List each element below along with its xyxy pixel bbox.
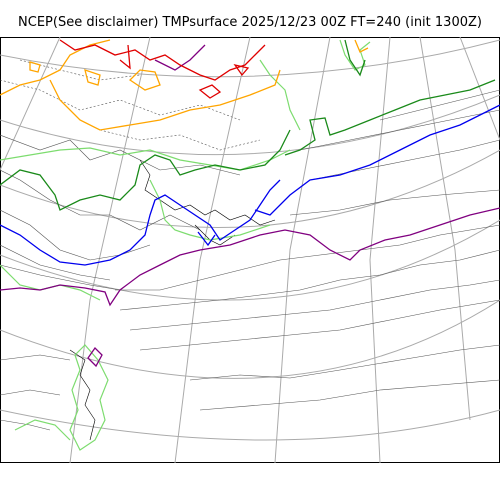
contour — [59, 39, 266, 81]
contour — [0, 147, 291, 171]
orange-contours — [0, 39, 369, 131]
contour — [99, 129, 261, 151]
contour — [259, 59, 301, 131]
contour — [197, 231, 216, 247]
contour — [0, 244, 111, 281]
contour — [189, 344, 500, 381]
contour — [84, 69, 101, 86]
contour — [0, 129, 291, 211]
light-green-contours — [0, 39, 371, 451]
latitude-line — [0, 94, 500, 156]
red-contours — [59, 39, 266, 99]
contour — [115, 224, 500, 291]
latitude-line — [0, 149, 500, 229]
contour — [199, 379, 500, 411]
latitude-line — [0, 299, 500, 379]
longitude-line — [174, 37, 251, 463]
longitude-line — [0, 37, 61, 171]
longitude-line — [419, 37, 471, 421]
graticule — [0, 37, 500, 463]
contour — [0, 419, 51, 431]
gray-contours — [0, 59, 500, 431]
latitude-line — [0, 409, 500, 441]
purple-contours — [0, 44, 500, 368]
contour — [154, 44, 206, 71]
map-title: NCEP(See disclaimer) TMPsurface 2025/12/… — [18, 15, 482, 30]
coast — [69, 349, 96, 441]
contour — [119, 249, 500, 311]
contour — [0, 79, 241, 121]
contour — [14, 419, 71, 441]
contour — [87, 346, 103, 368]
latitude-line — [0, 39, 500, 78]
latitude-line — [0, 219, 500, 301]
contour — [0, 264, 121, 291]
contour — [0, 207, 500, 307]
contour — [284, 79, 496, 156]
map-frame — [0, 37, 500, 463]
contour — [339, 39, 371, 71]
contour — [0, 354, 71, 361]
contour — [289, 189, 500, 216]
contour — [254, 104, 500, 216]
contour — [299, 109, 500, 151]
contour — [379, 89, 500, 121]
contour — [233, 63, 250, 77]
contour — [129, 279, 500, 331]
contour — [69, 344, 109, 451]
contour — [0, 179, 281, 266]
dark-green-contours — [0, 39, 496, 211]
contour — [0, 169, 201, 231]
longitude-line — [459, 37, 500, 141]
contour — [0, 389, 61, 396]
blue-contours — [0, 104, 500, 266]
coastline — [69, 159, 276, 441]
longitude-line — [274, 37, 331, 463]
contour — [149, 179, 271, 241]
contour — [119, 44, 131, 70]
contour — [0, 209, 151, 261]
contour — [29, 61, 41, 73]
contour — [198, 84, 222, 99]
contour — [344, 39, 366, 77]
longitude-line — [369, 37, 391, 463]
contour — [0, 39, 111, 96]
contour — [49, 69, 281, 131]
contour — [139, 299, 500, 351]
weather-map — [0, 37, 500, 463]
coast — [139, 159, 276, 226]
contour — [128, 69, 161, 91]
contour — [0, 134, 241, 176]
contour — [354, 39, 369, 53]
coast — [194, 224, 236, 246]
